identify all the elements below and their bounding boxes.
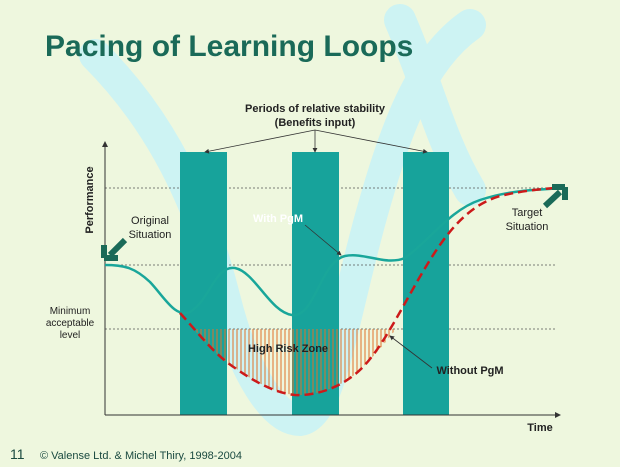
copyright: © Valense Ltd. & Michel Thiry, 1998-2004 [40,450,242,462]
annotation: Original [131,215,169,227]
title: Pacing of Learning Loops [45,30,413,63]
annotation: With PgM [253,213,303,225]
without-pgm-curve [179,185,566,397]
annotation: acceptable [46,318,95,329]
annotation: Situation [506,221,549,233]
annotation: High Risk Zone [248,343,328,355]
pointer-lines [204,129,433,369]
annotation: Target [512,207,543,219]
annotation: Periods of relative stability [245,103,386,115]
original-arrow [101,237,128,261]
y-axis-label: Performance [84,166,96,233]
target-arrow [542,184,568,209]
annotation: Minimum [50,306,91,317]
with-pgm-curve [104,186,566,317]
annotation: Situation [129,229,172,241]
annotation: (Benefits input) [275,117,356,129]
annotation: level [60,330,81,341]
page-number: 11 [10,446,25,462]
x-axis-label: Time [527,422,552,434]
annotation: Without PgM [436,365,503,377]
